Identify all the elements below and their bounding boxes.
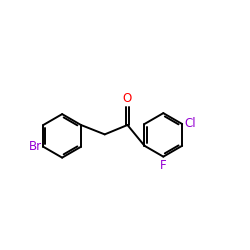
Text: F: F — [160, 159, 167, 172]
Text: Cl: Cl — [184, 117, 196, 130]
Text: O: O — [123, 92, 132, 106]
Text: Br: Br — [28, 140, 42, 153]
